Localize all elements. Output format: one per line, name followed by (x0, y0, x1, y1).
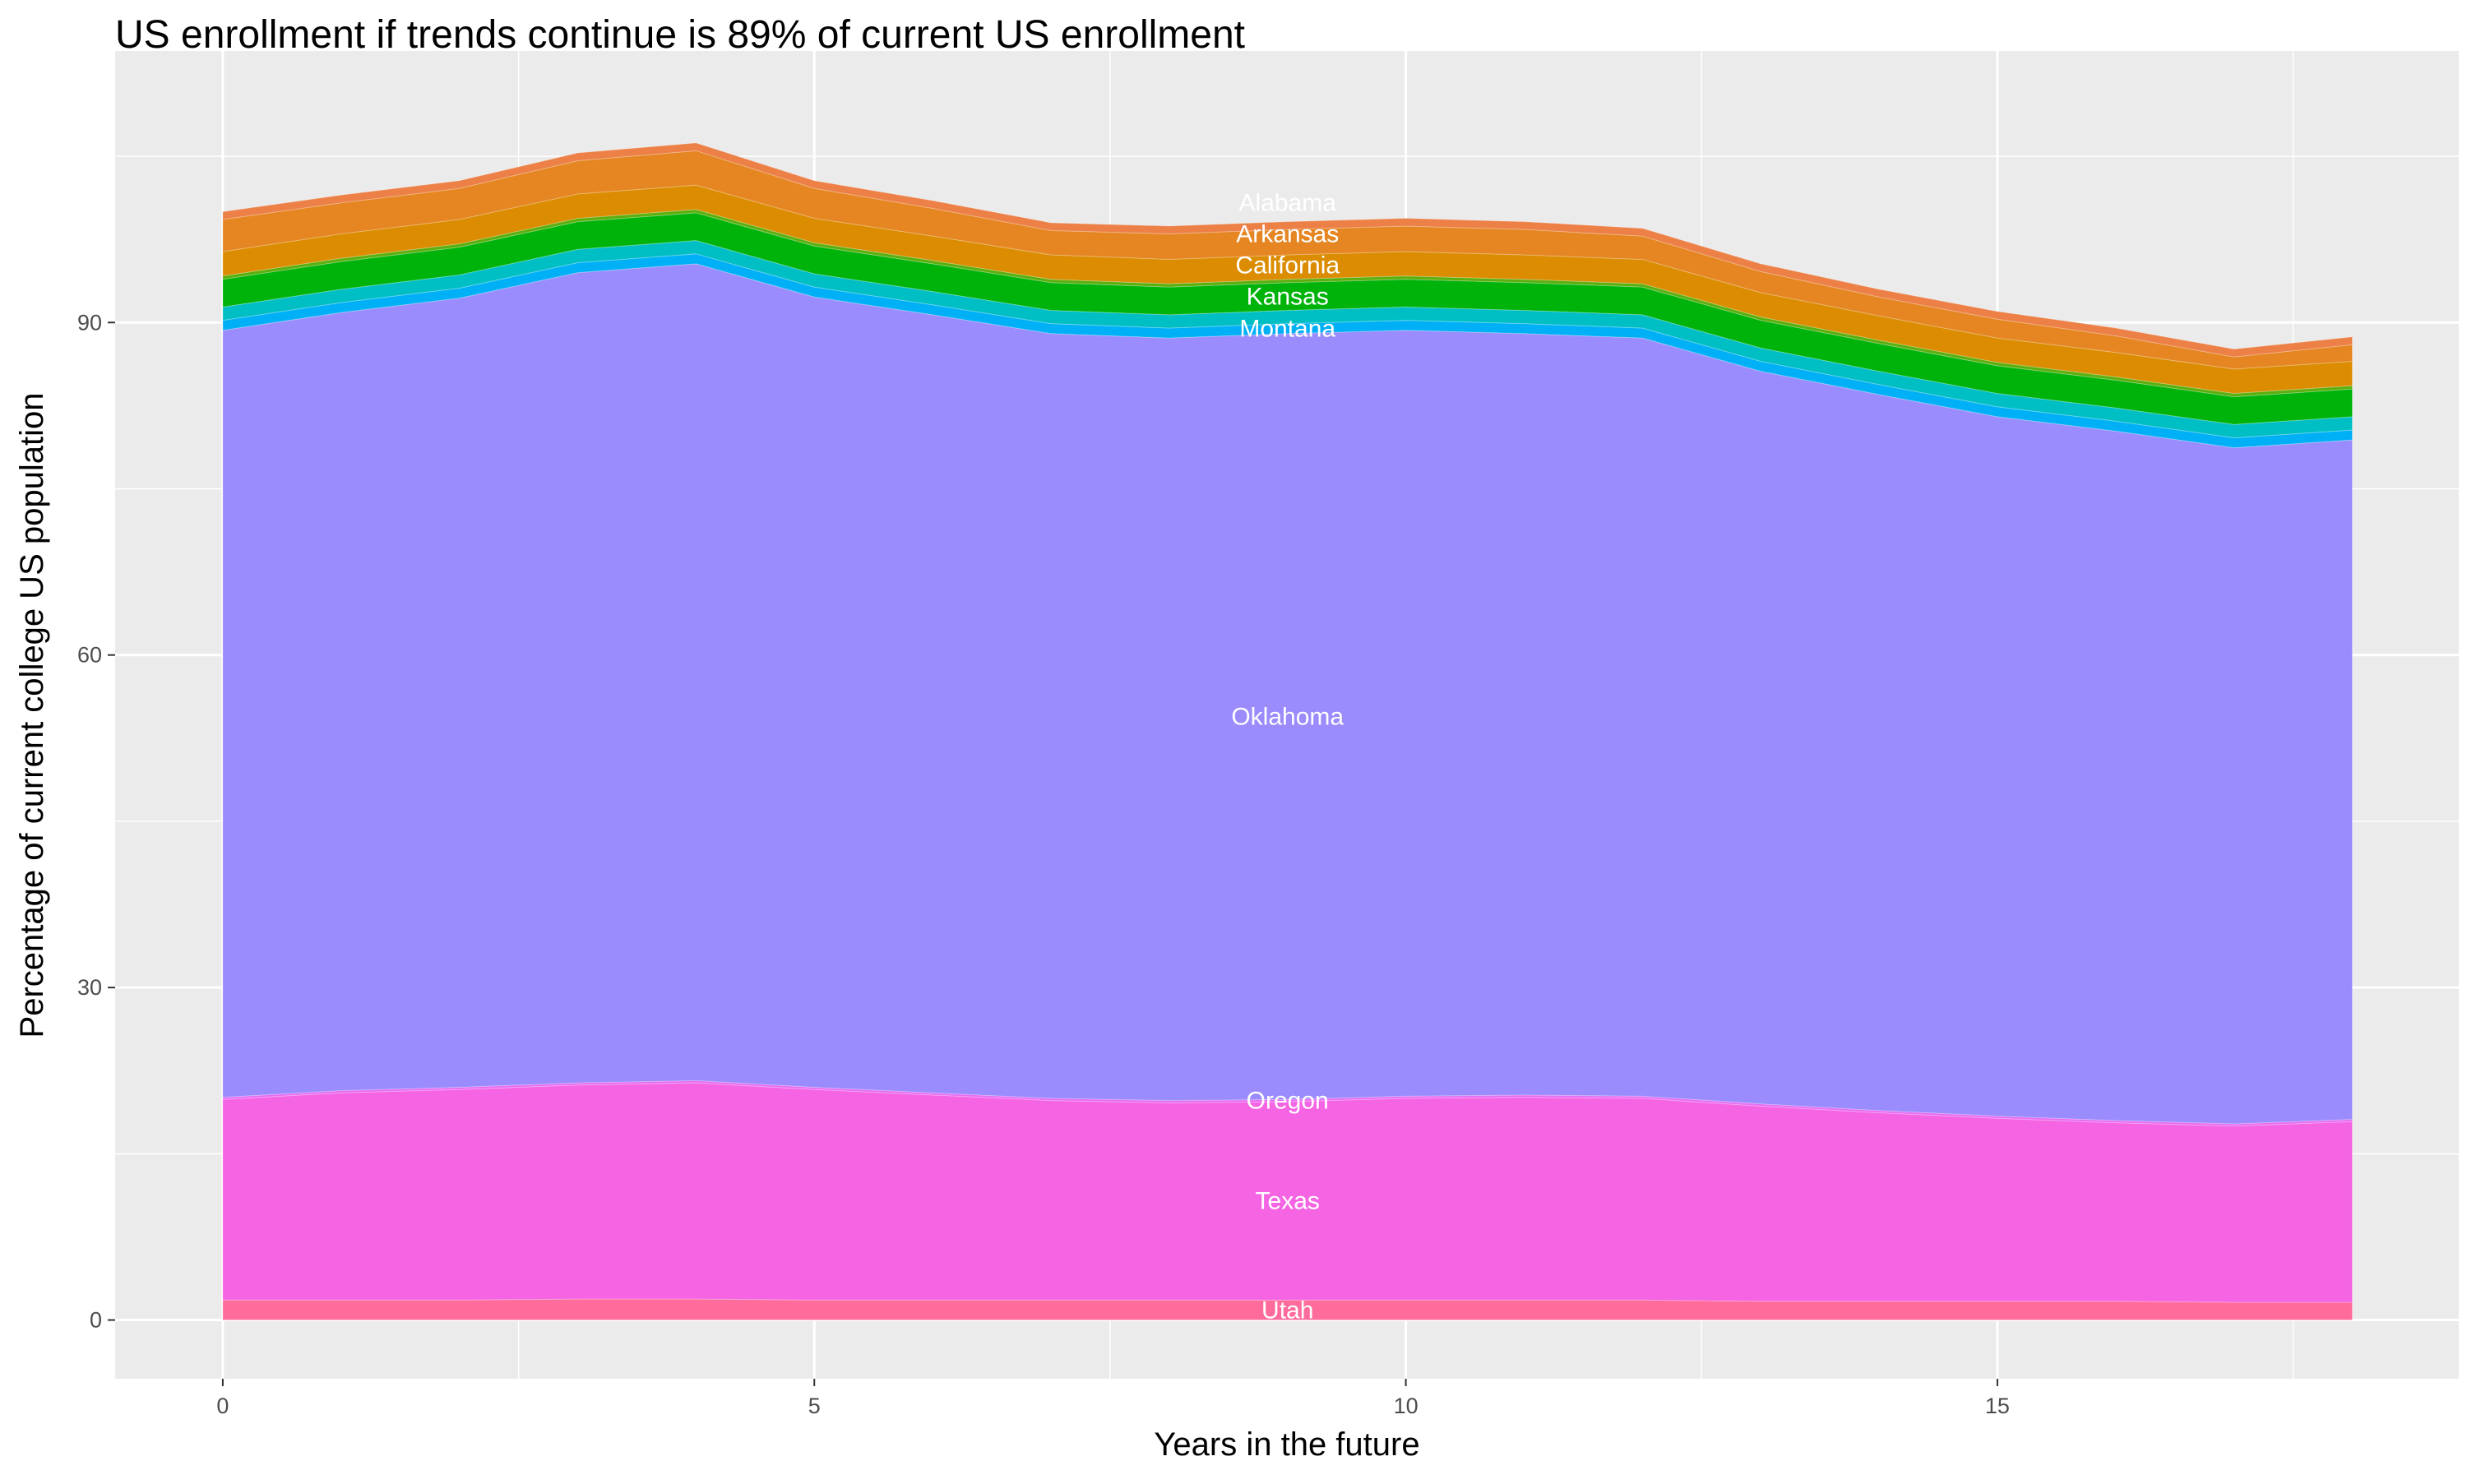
area-utah (222, 1298, 2354, 1321)
series-labels: Utah Texas Oregon Oklahoma Montana Kansas Cali… (1231, 190, 1344, 1325)
area-layers (222, 142, 2354, 1321)
x-tick-label: 5 (808, 1394, 821, 1418)
chart-title: US enrollment if trends continue is 89% … (115, 13, 1245, 57)
x-tick-label: 0 (216, 1394, 229, 1418)
y-tick-label: 90 (77, 310, 102, 335)
area-oregon (222, 1079, 2354, 1127)
x-axis-title: Years in the future (1154, 1426, 1419, 1463)
series-label-oklahoma: Oklahoma (1231, 704, 1344, 731)
series-label-utah: Utah (1261, 1297, 1313, 1324)
series-label-california: California (1235, 252, 1340, 280)
y-tick-label: 30 (77, 975, 102, 1000)
series-label-oregon: Oregon (1247, 1088, 1329, 1115)
series-label-alabama: Alabama (1239, 190, 1337, 217)
y-tick-label: 60 (77, 643, 102, 668)
series-label-kansas: Kansas (1247, 284, 1329, 311)
series-label-texas: Texas (1256, 1188, 1320, 1215)
series-label-arkansas: Arkansas (1236, 221, 1339, 248)
area-alabama (222, 142, 2354, 358)
axes: 0 5 10 15 0 30 60 90 (77, 310, 2010, 1418)
x-tick-label: 15 (1985, 1394, 2010, 1418)
y-tick-label: 0 (90, 1308, 102, 1333)
series-label-montana: Montana (1239, 316, 1335, 343)
x-tick-label: 10 (1394, 1394, 1419, 1418)
y-axis-title: Percentage of current college US populat… (14, 393, 50, 1038)
